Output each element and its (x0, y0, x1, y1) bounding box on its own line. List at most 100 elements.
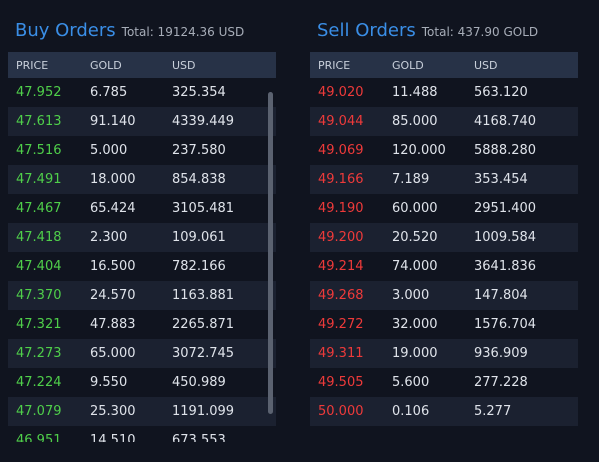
buy-orders-header: PRICE GOLD USD (8, 52, 276, 78)
sell-order-row[interactable]: 49.505 5.600 277.228 (310, 368, 578, 397)
sell-order-row[interactable]: 49.190 60.000 2951.400 (310, 194, 578, 223)
sell-order-row[interactable]: 50.000 0.106 5.277 (310, 397, 578, 426)
sell-order-gold: 7.189 (392, 172, 430, 187)
buy-order-price: 47.613 (16, 114, 62, 129)
sell-order-row[interactable]: 49.214 74.000 3641.836 (310, 252, 578, 281)
sell-order-row[interactable]: 49.069 120.000 5888.280 (310, 136, 578, 165)
buy-order-gold: 6.785 (90, 85, 128, 100)
buy-order-row[interactable]: 47.613 91.140 4339.449 (8, 107, 276, 136)
buy-order-price: 47.491 (16, 172, 62, 187)
header-gold: GOLD (90, 58, 122, 72)
sell-order-row[interactable]: 49.020 11.488 563.120 (310, 78, 578, 107)
buy-order-row[interactable]: 47.404 16.500 782.166 (8, 252, 276, 281)
sell-order-gold: 20.520 (392, 230, 438, 245)
sell-orders-panel: Sell Orders Total: 437.90 GOLD PRICE GOL… (310, 20, 578, 442)
buy-orders-total: Total: 19124.36 USD (121, 25, 245, 39)
buy-order-gold: 24.570 (90, 288, 136, 303)
buy-order-usd: 854.838 (172, 172, 226, 187)
sell-orders-header: PRICE GOLD USD (310, 52, 578, 78)
buy-order-price: 47.952 (16, 85, 62, 100)
buy-order-row[interactable]: 47.370 24.570 1163.881 (8, 281, 276, 310)
buy-order-gold: 16.500 (90, 259, 136, 274)
buy-order-price: 47.273 (16, 346, 62, 361)
buy-order-gold: 14.510 (90, 433, 136, 442)
sell-order-price: 50.000 (318, 404, 364, 419)
buy-order-usd: 3072.745 (172, 346, 235, 361)
buy-order-row[interactable]: 46.951 14.510 673.553 (8, 426, 276, 442)
sell-order-usd: 2951.400 (474, 201, 537, 216)
buy-order-usd: 109.061 (172, 230, 226, 245)
sell-order-gold: 120.000 (392, 143, 446, 158)
sell-order-usd: 1009.584 (474, 230, 537, 245)
buy-order-row[interactable]: 47.516 5.000 237.580 (8, 136, 276, 165)
buy-order-gold: 65.000 (90, 346, 136, 361)
buy-order-row[interactable]: 47.467 65.424 3105.481 (8, 194, 276, 223)
buy-order-gold: 65.424 (90, 201, 136, 216)
sell-order-usd: 563.120 (474, 85, 528, 100)
sell-order-price: 49.020 (318, 85, 364, 100)
buy-order-usd: 4339.449 (172, 114, 235, 129)
header-gold: GOLD (392, 58, 424, 72)
sell-order-row[interactable]: 49.044 85.000 4168.740 (310, 107, 578, 136)
buy-order-price: 47.516 (16, 143, 62, 158)
buy-order-usd: 3105.481 (172, 201, 235, 216)
buy-order-gold: 2.300 (90, 230, 128, 245)
sell-orders-title-row: Sell Orders Total: 437.90 GOLD (310, 20, 578, 52)
buy-orders-scrollbar[interactable] (268, 92, 273, 414)
sell-orders-list[interactable]: 49.020 11.488 563.120 49.044 85.000 4168.740 4… (310, 78, 578, 442)
sell-order-row[interactable]: 49.268 3.000 147.804 (310, 281, 578, 310)
buy-order-row[interactable]: 47.224 9.550 450.989 (8, 368, 276, 397)
buy-order-usd: 1163.881 (172, 288, 235, 303)
buy-order-row[interactable]: 47.273 65.000 3072.745 (8, 339, 276, 368)
sell-order-usd: 5888.280 (474, 143, 537, 158)
sell-order-price: 49.505 (318, 375, 364, 390)
buy-order-usd: 1191.099 (172, 404, 235, 419)
sell-order-price: 49.311 (318, 346, 364, 361)
sell-order-gold: 0.106 (392, 404, 430, 419)
sell-order-usd: 277.228 (474, 375, 528, 390)
buy-order-usd: 673.553 (172, 433, 226, 442)
sell-order-gold: 5.600 (392, 375, 430, 390)
sell-order-row[interactable]: 49.272 32.000 1576.704 (310, 310, 578, 339)
sell-order-price: 49.044 (318, 114, 364, 129)
buy-order-usd: 450.989 (172, 375, 226, 390)
buy-order-usd: 2265.871 (172, 317, 235, 332)
sell-order-price: 49.166 (318, 172, 364, 187)
buy-order-price: 47.404 (16, 259, 62, 274)
sell-order-gold: 3.000 (392, 288, 430, 303)
buy-orders-scrollbar-thumb[interactable] (268, 92, 273, 414)
buy-order-price: 47.370 (16, 288, 62, 303)
buy-order-row[interactable]: 47.491 18.000 854.838 (8, 165, 276, 194)
buy-order-gold: 9.550 (90, 375, 128, 390)
sell-order-row[interactable]: 49.311 19.000 936.909 (310, 339, 578, 368)
sell-order-price: 49.190 (318, 201, 364, 216)
buy-order-row[interactable]: 47.418 2.300 109.061 (8, 223, 276, 252)
buy-orders-title: Buy Orders (15, 20, 116, 41)
header-price: PRICE (318, 58, 351, 72)
sell-order-usd: 5.277 (474, 404, 512, 419)
buy-order-gold: 18.000 (90, 172, 136, 187)
buy-orders-list[interactable]: 47.952 6.785 325.354 47.613 91.140 4339.449 47… (8, 78, 276, 442)
buy-order-row[interactable]: 47.079 25.300 1191.099 (8, 397, 276, 426)
buy-order-price: 47.079 (16, 404, 62, 419)
buy-order-price: 47.321 (16, 317, 62, 332)
sell-order-row[interactable]: 49.200 20.520 1009.584 (310, 223, 578, 252)
sell-order-price: 49.214 (318, 259, 364, 274)
sell-order-gold: 60.000 (392, 201, 438, 216)
sell-order-price: 49.268 (318, 288, 364, 303)
sell-order-price: 49.069 (318, 143, 364, 158)
sell-order-gold: 85.000 (392, 114, 438, 129)
sell-orders-total: Total: 437.90 GOLD (421, 25, 539, 39)
header-price: PRICE (16, 58, 49, 72)
header-usd: USD (474, 58, 498, 72)
sell-order-row[interactable]: 49.166 7.189 353.454 (310, 165, 578, 194)
buy-orders-title-row: Buy Orders Total: 19124.36 USD (8, 20, 276, 52)
buy-order-usd: 325.354 (172, 85, 226, 100)
buy-order-price: 46.951 (16, 433, 62, 442)
sell-order-gold: 11.488 (392, 85, 438, 100)
sell-orders-title: Sell Orders (317, 20, 416, 41)
buy-order-row[interactable]: 47.952 6.785 325.354 (8, 78, 276, 107)
sell-order-price: 49.272 (318, 317, 364, 332)
buy-order-usd: 782.166 (172, 259, 226, 274)
buy-order-row[interactable]: 47.321 47.883 2265.871 (8, 310, 276, 339)
